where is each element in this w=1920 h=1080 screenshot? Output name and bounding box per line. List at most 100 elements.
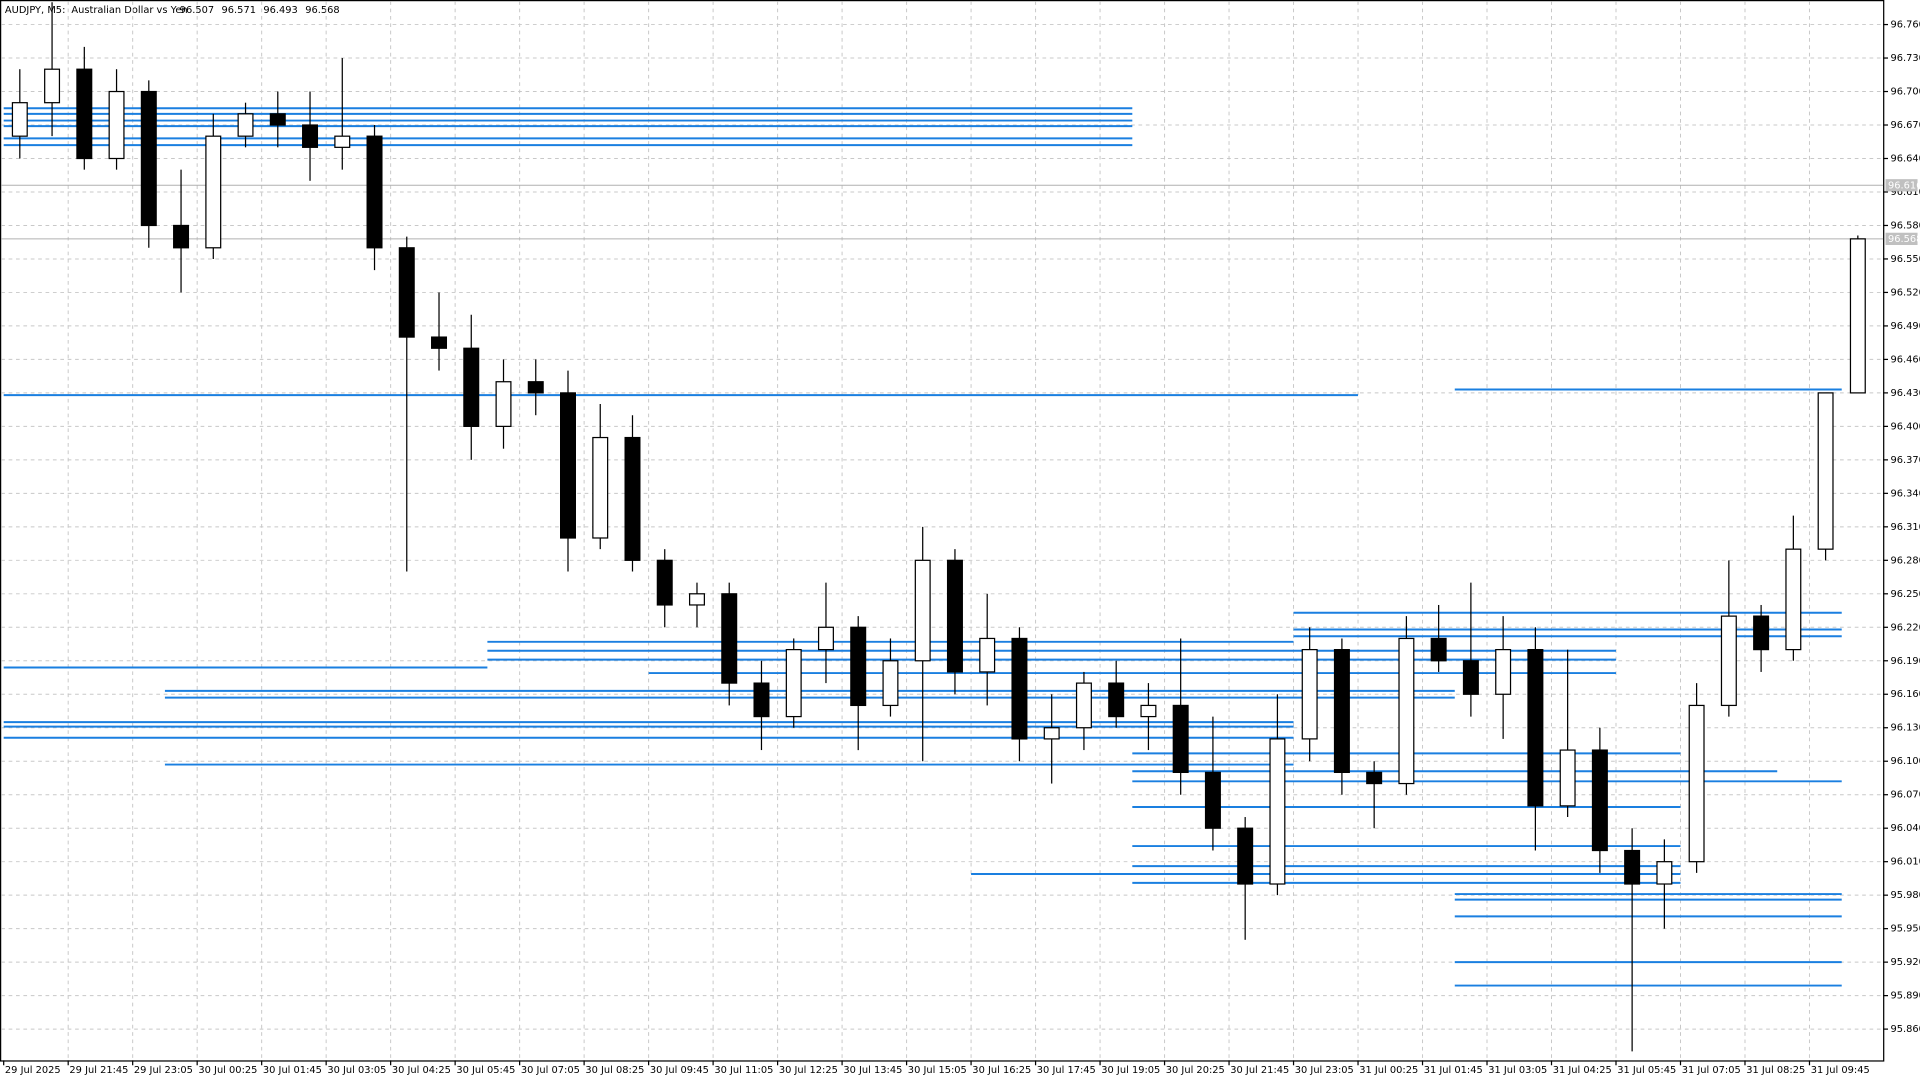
header-value: 96.568	[305, 5, 339, 16]
symbol: AUDJPY, M5:	[5, 5, 65, 16]
y-tick-label: 96.070	[1890, 790, 1920, 801]
candle-body	[882, 660, 899, 707]
description: Australian Dollar vs Yen	[71, 5, 187, 16]
candle-body	[624, 436, 641, 561]
candle-body	[1398, 637, 1415, 785]
x-tick-label: 30 Jul 21:45	[1230, 1065, 1289, 1076]
price-label-box	[1885, 232, 1918, 245]
x-tick-label: 29 Jul 2025	[5, 1065, 61, 1076]
y-tick-label: 96.550	[1890, 254, 1920, 265]
y-tick-label: 96.610	[1890, 187, 1920, 198]
candle-body	[1688, 704, 1705, 863]
x-tick-label: 31 Jul 07:05	[1682, 1065, 1741, 1076]
candle-body	[1204, 771, 1221, 829]
x-tick-label: 30 Jul 08:25	[585, 1065, 644, 1076]
y-tick-label: 96.700	[1890, 87, 1920, 98]
y-tick-label: 96.100	[1890, 756, 1920, 767]
candle-body	[366, 135, 383, 249]
y-tick-label: 95.980	[1890, 890, 1920, 901]
candle-body	[463, 347, 480, 427]
candle-body	[946, 559, 963, 673]
candle-body	[173, 224, 190, 249]
y-tick-label: 95.860	[1890, 1024, 1920, 1035]
y-tick-label: 96.760	[1890, 20, 1920, 31]
x-tick-label: 31 Jul 09:45	[1811, 1065, 1870, 1076]
candle-body	[495, 381, 512, 427]
y-tick-label: 96.640	[1890, 154, 1920, 165]
x-tick-label: 31 Jul 04:25	[1553, 1065, 1612, 1076]
x-tick-label: 31 Jul 08:25	[1746, 1065, 1805, 1076]
y-tick-label: 96.460	[1890, 354, 1920, 365]
y-tick-label: 96.520	[1890, 287, 1920, 298]
candle-body	[785, 648, 802, 718]
y-tick-label: 96.580	[1890, 220, 1920, 231]
x-tick-label: 29 Jul 23:05	[134, 1065, 193, 1076]
candle-body	[1462, 660, 1479, 695]
x-tick-label: 30 Jul 01:45	[263, 1065, 322, 1076]
candle-body	[1817, 392, 1834, 550]
candle-body	[302, 124, 319, 148]
y-tick-label: 96.490	[1890, 321, 1920, 332]
y-tick-label: 96.370	[1890, 455, 1920, 466]
x-tick-label: 30 Jul 07:05	[521, 1065, 580, 1076]
candle-body	[334, 135, 351, 148]
x-tick-label: 30 Jul 12:25	[779, 1065, 838, 1076]
price-label-box	[1885, 179, 1918, 192]
candle-body	[527, 381, 544, 394]
candle-body	[817, 626, 834, 651]
candle-body	[205, 135, 222, 249]
candle-body	[1849, 238, 1866, 394]
candle-body	[850, 626, 867, 707]
y-tick-label: 96.130	[1890, 723, 1920, 734]
x-tick-label: 30 Jul 03:05	[327, 1065, 386, 1076]
price-label: 96.568	[1888, 234, 1920, 245]
y-tick-label: 96.250	[1890, 589, 1920, 600]
x-tick-label: 30 Jul 09:45	[650, 1065, 709, 1076]
y-tick-label: 96.280	[1890, 555, 1920, 566]
candle-body	[1237, 827, 1254, 885]
candle-body	[1656, 861, 1673, 885]
candle-body	[688, 593, 705, 606]
candle-body	[431, 336, 448, 349]
price-label: 96.616	[1888, 180, 1920, 191]
candle-body	[721, 593, 738, 684]
candle-body	[1785, 548, 1802, 651]
x-tick-label: 31 Jul 03:05	[1488, 1065, 1547, 1076]
candle-body	[108, 90, 125, 160]
candle-body	[979, 637, 996, 673]
candle-body	[1591, 749, 1608, 852]
candle-body	[1720, 615, 1737, 707]
x-tick-label: 30 Jul 20:25	[1166, 1065, 1225, 1076]
candle-body	[44, 68, 61, 104]
x-tick-label: 31 Jul 05:45	[1617, 1065, 1676, 1076]
candle-body	[1495, 648, 1512, 695]
candle-body	[1559, 749, 1576, 807]
x-tick-label: 30 Jul 19:05	[1101, 1065, 1160, 1076]
candle-body	[1301, 648, 1318, 740]
y-tick-label: 96.670	[1890, 120, 1920, 131]
x-tick-label: 30 Jul 17:45	[1037, 1065, 1096, 1076]
y-tick-label: 95.950	[1890, 924, 1920, 935]
y-tick-label: 96.220	[1890, 622, 1920, 633]
x-tick-label: 30 Jul 23:05	[1295, 1065, 1354, 1076]
x-tick-label: 30 Jul 05:45	[456, 1065, 515, 1076]
plot-frame	[0, 0, 1885, 1062]
candle-body	[1430, 637, 1447, 662]
x-tick-label: 31 Jul 01:45	[1424, 1065, 1483, 1076]
x-tick-label: 30 Jul 11:05	[714, 1065, 773, 1076]
candle-body	[140, 90, 157, 227]
x-tick-label: 30 Jul 00:25	[198, 1065, 257, 1076]
candle-body	[656, 559, 673, 606]
candle-body	[1624, 849, 1641, 885]
candle-body	[1333, 648, 1350, 774]
y-tick-label: 96.340	[1890, 488, 1920, 499]
candle-body	[1043, 727, 1060, 740]
candle-body	[1527, 648, 1544, 807]
candle-body	[914, 559, 931, 662]
candle-body	[237, 113, 254, 137]
y-tick-label: 96.160	[1890, 689, 1920, 700]
candle-body	[1269, 738, 1286, 885]
y-tick-label: 96.010	[1890, 857, 1920, 868]
y-tick-label: 96.730	[1890, 53, 1920, 64]
candle-body	[1108, 682, 1125, 718]
